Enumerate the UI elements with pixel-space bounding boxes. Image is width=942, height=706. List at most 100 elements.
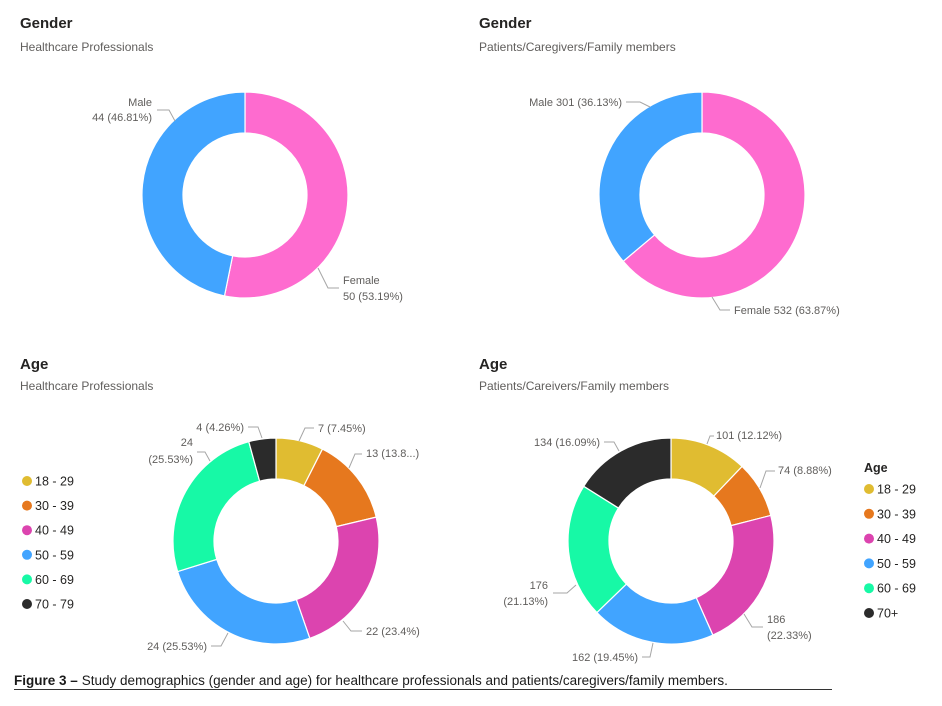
donut-slice-male [141, 91, 246, 297]
legend-marker [22, 525, 32, 536]
data-label-category: Female [343, 275, 380, 287]
data-label: 22 (23.4%) [366, 626, 420, 638]
legend-marker [864, 533, 874, 544]
legend: 18 - 29 30 - 39 40 - 49 50 - 59 60 - 69 70 - … [22, 475, 74, 612]
data-label: 162 (19.45%) [572, 652, 638, 664]
legend-marker [864, 583, 874, 594]
leader-line [298, 427, 314, 442]
data-label: 101 (12.12%) [716, 430, 782, 442]
leader-line [642, 642, 654, 658]
data-label: (21.13%) [503, 596, 548, 608]
leader-line [553, 584, 577, 594]
panel-gender-healthcare-professionals: Gender Healthcare Professionals Female 50… [20, 15, 403, 303]
leader-line [604, 441, 620, 452]
data-labels: Female 532 (63.87%) Male 301 (36.13%) [529, 97, 840, 317]
legend-label: 60 - 69 [877, 582, 916, 596]
data-label-value: 44 (46.81%) [92, 112, 152, 124]
data-labels: 101 (12.12%) 74 (8.88%) 186 (22.33%) 162 (19… [503, 430, 831, 664]
donut-chart-gender-hcp: Female 50 (53.19%) Male 44 (46.81%) [92, 91, 403, 303]
legend-item-18-29: 18 - 29 [22, 475, 74, 489]
legend-item-18-29: 18 - 29 [864, 483, 916, 497]
donut-slices [141, 91, 349, 299]
data-label-value: 532 (63.87%) [774, 305, 840, 317]
data-labels: 7 (7.45%) 13 (13.8...) 22 (23.4%) 24 (25.53… [147, 422, 420, 653]
data-label: 24 [181, 437, 193, 449]
legend-label: 18 - 29 [877, 483, 916, 497]
legend-marker [22, 476, 32, 486]
caption-text: Figure 3 – Study demographics (gender and… [14, 673, 728, 688]
panel-age-patients: Age Patients/Careivers/Family members 10… [479, 356, 916, 664]
legend: Age 18 - 29 30 - 39 40 - 49 50 - 59 60 - 69 70… [864, 461, 916, 621]
chart-title: Age [479, 356, 507, 373]
chart-subtitle: Healthcare Professionals [20, 379, 153, 393]
legend-item-50-59: 50 - 59 [22, 548, 74, 562]
panel-age-healthcare-professionals: Age Healthcare Professionals 7 (7.45%) 13… [20, 356, 420, 653]
data-label: 4 (4.26%) [196, 422, 244, 434]
leader-line [759, 470, 775, 489]
leader-line [348, 453, 362, 469]
legend-item-50-59: 50 - 59 [864, 557, 916, 571]
data-label-category: Male [529, 97, 553, 109]
panel-gender-patients: Gender Patients/Caregivers/Family member… [479, 15, 840, 317]
donut-chart-age-hcp: 7 (7.45%) 13 (13.8...) 22 (23.4%) 24 (25.53… [22, 422, 420, 653]
data-label: Male 301 (36.13%) [529, 97, 622, 109]
data-label: 24 (25.53%) [147, 641, 207, 653]
legend-marker [22, 574, 32, 585]
data-label: 74 (8.88%) [778, 465, 832, 477]
donut-slice-female [622, 91, 806, 299]
donut-slice-male [598, 91, 703, 263]
chart-title: Gender [20, 15, 73, 32]
legend-label: 30 - 39 [877, 507, 916, 521]
legend-label: 70 - 79 [35, 598, 74, 612]
data-label: 7 (7.45%) [318, 423, 366, 435]
leader-line [248, 426, 263, 439]
data-label-category: Male [128, 97, 152, 109]
data-label: (22.33%) [767, 630, 812, 642]
legend-label: 60 - 69 [35, 573, 74, 587]
donut-slice-50-59 [176, 558, 311, 645]
legend-label: 30 - 39 [35, 499, 74, 513]
legend-marker [22, 500, 32, 511]
data-labels: Female 50 (53.19%) Male 44 (46.81%) [92, 97, 403, 303]
data-label: 134 (16.09%) [534, 437, 600, 449]
legend-label: 40 - 49 [877, 532, 916, 546]
chart-subtitle: Patients/Careivers/Family members [479, 379, 669, 393]
leader-line [342, 620, 362, 632]
caption-body: Study demographics (gender and age) for … [82, 673, 728, 688]
legend-marker [864, 558, 874, 569]
donut-slice-70-79 [248, 437, 277, 482]
donut-slice-40-49 [295, 516, 380, 640]
legend-item-40-49: 40 - 49 [864, 532, 916, 546]
data-label: 176 [530, 580, 548, 592]
leader-line [211, 632, 229, 647]
donut-slices [172, 437, 380, 645]
legend-item-40-49: 40 - 49 [22, 524, 74, 538]
legend-marker [864, 508, 874, 519]
legend-item-60-69: 60 - 69 [22, 573, 74, 587]
chart-subtitle: Healthcare Professionals [20, 40, 153, 54]
leader-line [317, 267, 339, 289]
legend-label: 50 - 59 [877, 557, 916, 571]
donut-slice-female [223, 91, 349, 299]
legend-marker [22, 549, 32, 560]
legend-item-30-39: 30 - 39 [864, 507, 916, 521]
data-label: 13 (13.8...) [366, 448, 419, 460]
data-label: (25.53%) [148, 454, 193, 466]
legend-marker [864, 608, 874, 618]
legend-item-70-79: 70 - 79 [22, 598, 74, 612]
data-label: Female 532 (63.87%) [734, 305, 840, 317]
leader-line [197, 451, 211, 462]
donut-slice-40-49 [695, 514, 775, 636]
donut-slices [598, 91, 806, 299]
legend-marker [864, 484, 874, 494]
chart-subtitle: Patients/Caregivers/Family members [479, 40, 676, 54]
caption-label: Figure 3 – [14, 673, 78, 688]
leader-line [626, 101, 651, 108]
figure-caption: Figure 3 – Study demographics (gender and… [14, 673, 832, 690]
leader-line [711, 296, 730, 311]
data-label: 186 [767, 614, 785, 626]
legend-marker [22, 599, 32, 609]
legend-label: 70+ [877, 607, 898, 621]
legend-item-30-39: 30 - 39 [22, 499, 74, 513]
data-label-value: 50 (53.19%) [343, 291, 403, 303]
